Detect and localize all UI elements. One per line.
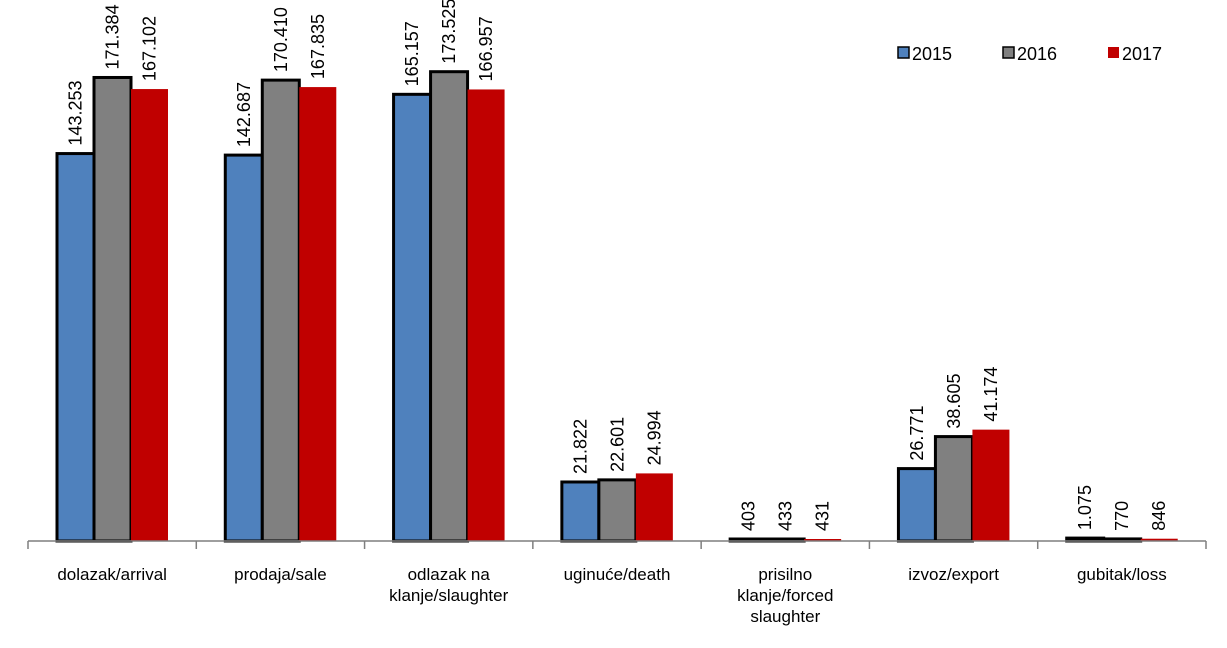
- bar-2016-1: [260, 78, 301, 543]
- data-label-2017-4: 431: [813, 501, 833, 531]
- data-label-2016-1: 170.410: [271, 7, 291, 72]
- data-label-2015-4: 403: [739, 501, 759, 531]
- bar-2015-1: [223, 153, 264, 543]
- bar-2017-4: [804, 539, 842, 541]
- bars-layer: [55, 70, 1178, 543]
- bar-2017-5: [972, 429, 1010, 541]
- category-label-3: uginuće/death: [564, 565, 671, 584]
- x-axis: [27, 540, 1207, 549]
- bar-2015-3: [560, 480, 601, 543]
- data-label-2016-5: 38.605: [944, 374, 964, 429]
- data-label-2015-0: 143.253: [66, 80, 86, 145]
- data-label-2015-6: 1.075: [1075, 485, 1095, 530]
- data-label-2015-5: 26.771: [907, 406, 927, 461]
- data-label-2017-0: 167.102: [140, 16, 160, 81]
- data-label-2015-2: 165.157: [402, 21, 422, 86]
- data-labels-layer: 143.253 171.384 167.102 142.687 170.410 167.8…: [66, 0, 1170, 531]
- category-label-0: dolazak/arrival: [57, 565, 167, 584]
- legend: 2015 2016 2017: [897, 44, 1162, 64]
- data-label-2016-2: 173.525: [439, 0, 459, 64]
- bar-2017-1: [299, 87, 337, 541]
- category-label-2: odlazak na klanje/slaughter: [389, 565, 508, 605]
- category-label-5: izvoz/export: [908, 565, 999, 584]
- data-label-2016-4: 433: [776, 501, 796, 531]
- category-label-4: prisilno klanje/forced slaughter: [737, 565, 833, 626]
- bar-2016-2: [429, 70, 470, 543]
- legend-label-2015: 2015: [912, 44, 952, 64]
- bar-2016-5: [933, 435, 974, 543]
- data-label-2017-1: 167.835: [308, 14, 328, 79]
- bar-2017-0: [131, 89, 168, 541]
- category-label-6: gubitak/loss: [1077, 565, 1167, 584]
- data-label-2017-5: 41.174: [981, 367, 1001, 422]
- bar-2016-0: [92, 75, 133, 543]
- data-label-2016-3: 22.601: [607, 417, 627, 472]
- data-label-2016-6: 770: [1112, 501, 1132, 531]
- legend-swatch-2017: [1108, 47, 1119, 58]
- legend-label-2016: 2016: [1017, 44, 1057, 64]
- bar-2016-3: [597, 478, 638, 543]
- data-label-2017-6: 846: [1149, 501, 1169, 531]
- data-label-2017-3: 24.994: [644, 410, 664, 465]
- data-label-2016-0: 171.384: [103, 4, 123, 69]
- bar-2015-5: [896, 467, 937, 543]
- bar-2017-6: [1140, 538, 1178, 541]
- category-labels-layer: dolazak/arrival prodaja/sale odlazak na kla…: [57, 565, 1166, 626]
- bar-2017-2: [467, 89, 505, 541]
- data-label-2015-1: 142.687: [234, 82, 254, 147]
- legend-label-2017: 2017: [1122, 44, 1162, 64]
- legend-swatch-2016: [1002, 46, 1015, 59]
- data-label-2015-3: 21.822: [570, 419, 590, 474]
- category-label-1: prodaja/sale: [234, 565, 327, 584]
- bar-2015-0: [55, 152, 96, 543]
- legend-swatch-2015: [897, 46, 910, 59]
- bar-2015-2: [392, 92, 433, 543]
- bar-2017-3: [635, 473, 673, 541]
- data-label-2017-2: 166.957: [476, 16, 496, 81]
